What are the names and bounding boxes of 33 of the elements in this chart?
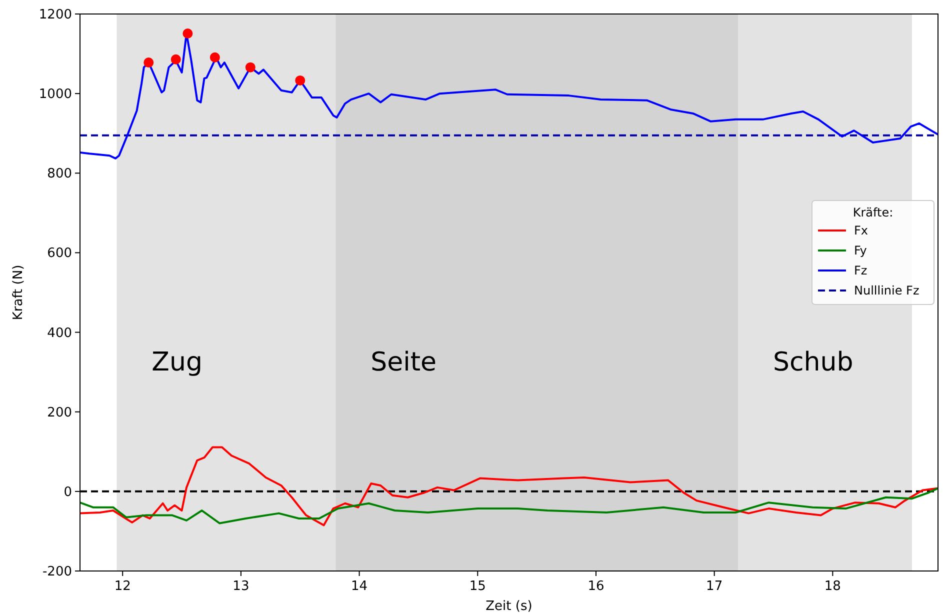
y-tick-label: 0: [64, 484, 72, 500]
band-label: Seite: [370, 347, 437, 378]
y-tick-label: 800: [47, 166, 72, 182]
legend-label: Nulllinie Fz: [854, 284, 920, 298]
y-tick-label: 200: [47, 405, 72, 420]
legend-title: Kräfte:: [852, 206, 894, 220]
y-tick-label: -200: [42, 564, 72, 580]
band-label: Schub: [772, 347, 854, 378]
y-tick-label: 600: [47, 246, 72, 262]
point: [144, 58, 154, 68]
band-label: Zug: [152, 347, 202, 378]
x-axis-title: Zeit (s): [486, 599, 532, 614]
point: [170, 54, 181, 64]
legend-label: Fx: [854, 224, 868, 238]
x-tick-label: 16: [588, 579, 604, 594]
point: [210, 52, 220, 62]
point: [245, 62, 256, 72]
y-tick-label: 400: [47, 326, 72, 341]
legend-label: Fy: [854, 244, 867, 258]
legend-label: Fz: [854, 264, 868, 278]
x-tick-label: 12: [114, 579, 131, 594]
y-tick-label: 1200: [38, 8, 72, 22]
x-tick-label: 18: [824, 579, 841, 594]
point: [182, 28, 193, 38]
y-axis-title: Kraft (N): [11, 264, 26, 320]
x-tick-label: 14: [351, 579, 368, 594]
x-tick-label: 15: [469, 579, 486, 594]
line-series: [80, 487, 938, 524]
line-series: [80, 446, 938, 526]
point: [295, 75, 306, 86]
y-tick-label: 1000: [38, 87, 72, 102]
x-tick-label: 17: [706, 579, 723, 594]
x-tick-label: 13: [232, 579, 250, 594]
